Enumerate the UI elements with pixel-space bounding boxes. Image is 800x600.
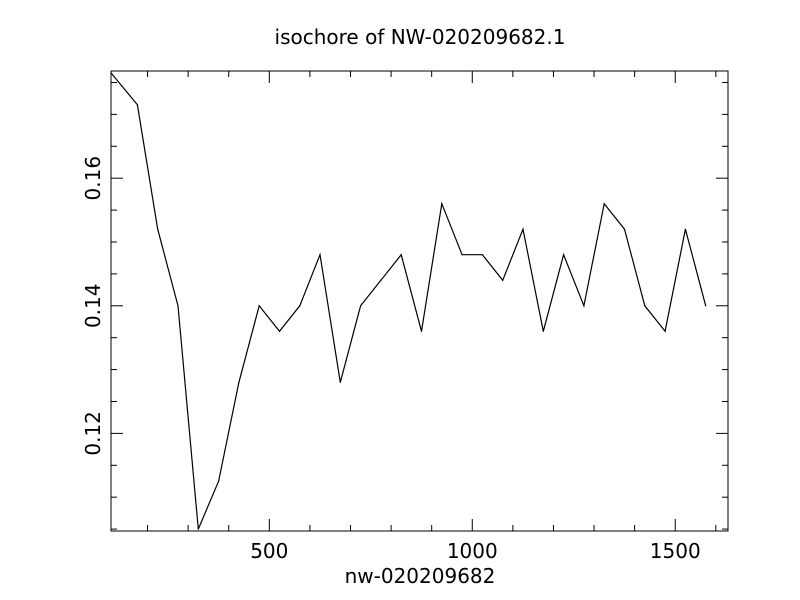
data-point [522,228,524,230]
x-tick-label: 1000 [447,539,498,563]
data-point [319,254,321,256]
series-line-group [110,72,707,530]
data-point [623,228,626,230]
chart-title: isochore of NW-020209682.1 [275,25,566,49]
y-tick-label: 0.16 [81,156,105,201]
data-point [705,305,707,307]
data-point [197,528,199,530]
x-tick-label: 500 [250,539,288,563]
x-axis-label: nw-020209682 [345,564,496,588]
data-point [603,203,605,205]
data-point [684,228,686,230]
x-tick-label: 1500 [650,539,701,563]
data-point [461,254,463,256]
data-point [157,228,159,230]
y-tick-label: 0.14 [81,284,105,329]
data-point [420,330,423,332]
data-point [542,330,544,332]
x-axis: 500 1000 1500 [147,71,717,563]
data-point [299,305,301,307]
data-point [339,381,341,383]
data-point [502,279,504,281]
data-point [110,72,112,74]
data-point [136,104,138,106]
data-point [238,381,240,383]
data-point [563,254,565,256]
series-line [110,72,707,530]
plot-frame [110,70,729,532]
data-point [380,279,382,281]
data-point [441,203,443,205]
data-point [583,305,585,307]
data-point [664,330,666,332]
data-point [278,330,281,332]
data-point [481,254,484,256]
y-axis: 0.12 0.14 0.16 [81,81,728,530]
data-point [217,480,220,482]
y-tick-label: 0.12 [81,411,105,456]
data-point [360,305,362,307]
data-point [400,254,402,256]
data-point [258,305,260,307]
data-point [177,305,179,307]
data-point [644,305,646,307]
